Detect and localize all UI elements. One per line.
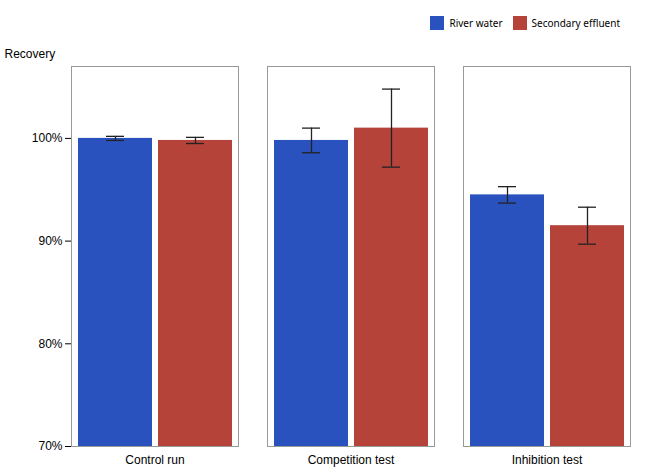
svg-text:100%: 100% bbox=[32, 131, 63, 145]
svg-text:70%: 70% bbox=[38, 439, 62, 453]
svg-text:90%: 90% bbox=[38, 234, 62, 248]
svg-text:Inhibition test: Inhibition test bbox=[512, 453, 583, 467]
svg-text:80%: 80% bbox=[38, 337, 62, 351]
html-text:River water: River water bbox=[449, 15, 503, 30]
svg-text:Control run: Control run bbox=[125, 453, 184, 467]
svg-text:Recovery: Recovery bbox=[5, 47, 56, 61]
svg-text:Competition test: Competition test bbox=[308, 453, 395, 467]
html-text:Secondary effluent: Secondary effluent bbox=[531, 15, 620, 30]
